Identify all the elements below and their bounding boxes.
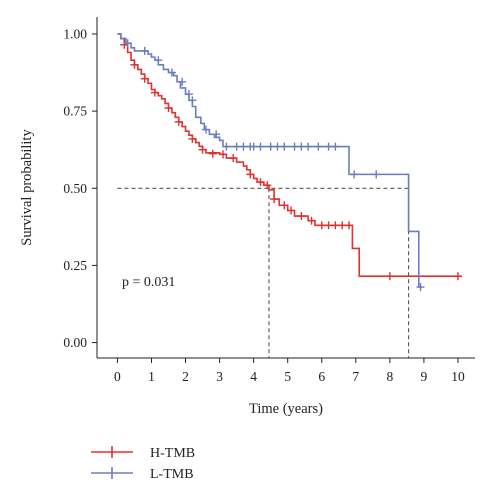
censor-mark-h-tmb <box>280 201 289 210</box>
censor-mark-l-tmb <box>290 142 299 151</box>
censor-mark-l-tmb <box>188 96 197 105</box>
censor-mark-l-tmb <box>350 170 359 179</box>
y-tick-label: 0.00 <box>63 335 87 350</box>
censor-mark-h-tmb <box>164 104 173 113</box>
censor-mark-h-tmb <box>317 221 326 230</box>
x-tick-label: 9 <box>421 369 428 384</box>
censor-mark-h-tmb <box>219 150 227 159</box>
censor-mark-h-tmb <box>208 149 217 158</box>
median-guide-lines <box>117 187 410 358</box>
censor-mark-h-tmb <box>331 221 340 230</box>
censor-mark-l-tmb <box>304 142 313 151</box>
y-tick-label: 1.00 <box>63 26 87 41</box>
legend-label: L-TMB <box>150 467 194 482</box>
censor-marks <box>120 39 462 292</box>
y-axis-title: Survival probability <box>19 129 35 246</box>
y-tick-label: 0.75 <box>63 104 87 119</box>
x-tick-label: 1 <box>148 369 155 384</box>
censor-mark-h-tmb <box>307 216 316 225</box>
censor-mark-h-tmb <box>256 178 265 187</box>
censor-mark-l-tmb <box>184 90 193 99</box>
censor-mark-h-tmb <box>297 212 306 221</box>
series-line-l-tmb <box>117 33 423 288</box>
legend: H-TMB L-TMB <box>91 446 195 482</box>
censor-mark-h-tmb <box>345 221 353 230</box>
legend-label: H-TMB <box>150 446 195 461</box>
censor-mark-h-tmb <box>453 272 462 281</box>
censor-mark-h-tmb <box>150 88 159 97</box>
censor-mark-l-tmb <box>232 142 241 151</box>
x-tick-label: 5 <box>284 369 291 384</box>
x-axis-title: Time (years) <box>249 401 323 417</box>
censor-mark-h-tmb <box>229 154 238 163</box>
censor-mark-h-tmb <box>140 74 149 83</box>
censor-mark-h-tmb <box>130 60 139 69</box>
y-tick-label: 0.50 <box>63 181 87 196</box>
censor-mark-l-tmb <box>331 142 340 151</box>
censor-mark-h-tmb <box>120 40 129 49</box>
censor-mark-l-tmb <box>123 39 132 48</box>
axes: 0 1 2 3 4 5 6 7 8 9 10 0.00 0.25 0.50 0.75 1.00 Time (ye… <box>19 17 475 417</box>
x-tick-label: 2 <box>182 369 189 384</box>
x-tick-label: 7 <box>352 369 359 384</box>
censor-mark-h-tmb <box>188 134 197 143</box>
x-tick-label: 0 <box>114 369 121 384</box>
censor-mark-l-tmb <box>222 142 231 151</box>
censor-mark-l-tmb <box>178 77 187 86</box>
x-tick-label: 6 <box>318 369 325 384</box>
p-value-annotation: p = 0.031 <box>122 275 175 290</box>
x-tick-label: 8 <box>386 369 393 384</box>
censor-mark-h-tmb <box>338 221 347 230</box>
censor-mark-l-tmb <box>266 142 275 151</box>
censor-mark-h-tmb <box>385 272 394 281</box>
censor-mark-l-tmb <box>324 142 333 151</box>
censor-mark-l-tmb <box>140 46 149 55</box>
x-tick-label: 4 <box>250 369 257 384</box>
censor-mark-l-tmb <box>249 142 258 151</box>
censor-mark-h-tmb <box>174 117 183 126</box>
censor-mark-h-tmb <box>263 181 272 190</box>
censor-mark-l-tmb <box>273 142 282 151</box>
y-tick-label: 0.25 <box>63 258 87 273</box>
legend-item-l-tmb: L-TMB <box>91 467 194 482</box>
censor-mark-h-tmb <box>270 195 279 204</box>
censor-mark-l-tmb <box>314 142 323 151</box>
censor-mark-h-tmb <box>324 221 333 230</box>
censor-mark-h-tmb <box>287 206 296 215</box>
censor-mark-l-tmb <box>212 130 221 139</box>
legend-item-h-tmb: H-TMB <box>91 446 195 461</box>
censor-mark-l-tmb <box>256 142 265 151</box>
censor-mark-l-tmb <box>416 283 425 292</box>
censor-mark-l-tmb <box>372 170 381 179</box>
x-tick-label: 10 <box>451 369 465 384</box>
censor-mark-h-tmb <box>198 145 207 154</box>
censor-mark-l-tmb <box>154 56 163 65</box>
censor-mark-l-tmb <box>167 68 176 77</box>
censor-mark-h-tmb <box>246 170 255 179</box>
censor-mark-l-tmb <box>280 142 289 151</box>
x-tick-label: 3 <box>216 369 223 384</box>
censor-mark-l-tmb <box>239 142 248 151</box>
censor-mark-l-tmb <box>201 125 210 134</box>
censor-mark-l-tmb <box>297 142 306 151</box>
